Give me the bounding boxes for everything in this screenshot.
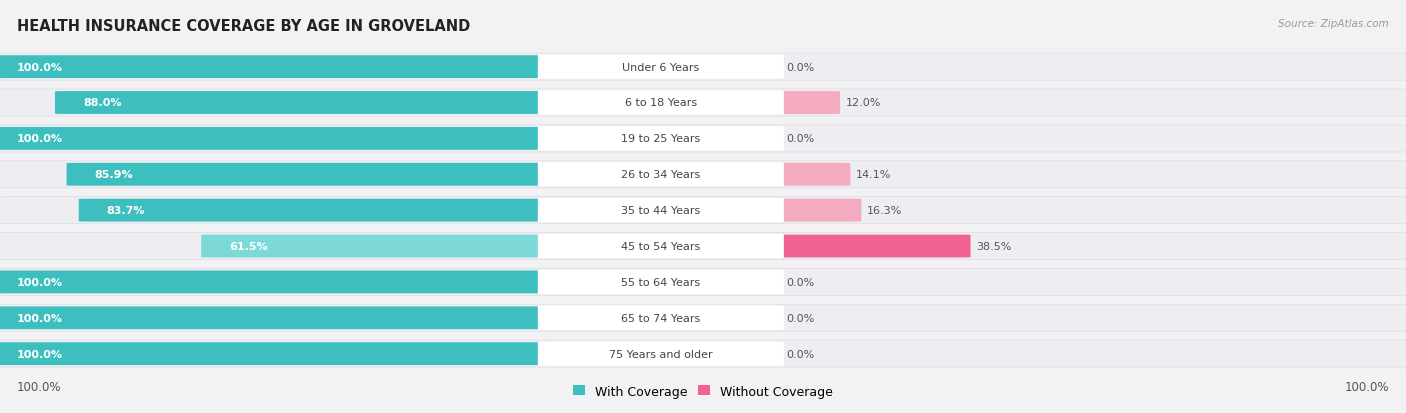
Text: 0.0%: 0.0% [787, 134, 815, 144]
FancyBboxPatch shape [537, 306, 783, 330]
Text: HEALTH INSURANCE COVERAGE BY AGE IN GROVELAND: HEALTH INSURANCE COVERAGE BY AGE IN GROV… [17, 19, 470, 33]
FancyBboxPatch shape [0, 54, 1406, 81]
FancyBboxPatch shape [0, 271, 562, 294]
Text: 45 to 54 Years: 45 to 54 Years [621, 242, 700, 252]
FancyBboxPatch shape [537, 270, 783, 294]
FancyBboxPatch shape [0, 125, 1406, 153]
FancyBboxPatch shape [0, 161, 1406, 189]
Text: 0.0%: 0.0% [787, 62, 815, 72]
Text: 65 to 74 Years: 65 to 74 Years [621, 313, 700, 323]
Text: 0.0%: 0.0% [787, 313, 815, 323]
Text: 19 to 25 Years: 19 to 25 Years [621, 134, 700, 144]
FancyBboxPatch shape [0, 162, 1406, 188]
FancyBboxPatch shape [0, 90, 1406, 116]
FancyBboxPatch shape [537, 342, 783, 366]
FancyBboxPatch shape [759, 235, 970, 258]
FancyBboxPatch shape [66, 164, 562, 186]
Text: 100.0%: 100.0% [17, 380, 62, 393]
FancyBboxPatch shape [0, 306, 562, 330]
FancyBboxPatch shape [0, 126, 1406, 152]
FancyBboxPatch shape [759, 199, 862, 222]
FancyBboxPatch shape [0, 197, 1406, 225]
Text: 55 to 64 Years: 55 to 64 Years [621, 277, 700, 287]
Text: 100.0%: 100.0% [17, 349, 63, 359]
Legend: With Coverage, Without Coverage: With Coverage, Without Coverage [568, 380, 838, 403]
FancyBboxPatch shape [0, 89, 1406, 117]
Text: 100.0%: 100.0% [17, 313, 63, 323]
Text: 0.0%: 0.0% [787, 277, 815, 287]
FancyBboxPatch shape [0, 341, 1406, 367]
Text: 100.0%: 100.0% [17, 62, 63, 72]
Text: 26 to 34 Years: 26 to 34 Years [621, 170, 700, 180]
FancyBboxPatch shape [759, 164, 851, 186]
Text: 75 Years and older: 75 Years and older [609, 349, 713, 359]
FancyBboxPatch shape [537, 234, 783, 259]
Text: 83.7%: 83.7% [107, 206, 145, 216]
FancyBboxPatch shape [537, 91, 783, 115]
FancyBboxPatch shape [0, 304, 1406, 332]
FancyBboxPatch shape [0, 305, 1406, 331]
FancyBboxPatch shape [0, 55, 1406, 81]
Text: 35 to 44 Years: 35 to 44 Years [621, 206, 700, 216]
FancyBboxPatch shape [0, 340, 1406, 368]
FancyBboxPatch shape [0, 233, 1406, 260]
Text: 100.0%: 100.0% [17, 134, 63, 144]
FancyBboxPatch shape [55, 92, 562, 115]
FancyBboxPatch shape [201, 235, 562, 258]
FancyBboxPatch shape [0, 128, 562, 150]
Text: 88.0%: 88.0% [83, 98, 121, 108]
FancyBboxPatch shape [0, 269, 1406, 295]
Text: 85.9%: 85.9% [94, 170, 134, 180]
FancyBboxPatch shape [537, 199, 783, 223]
FancyBboxPatch shape [79, 199, 562, 222]
Text: 61.5%: 61.5% [229, 242, 269, 252]
Text: Source: ZipAtlas.com: Source: ZipAtlas.com [1278, 19, 1389, 28]
FancyBboxPatch shape [759, 92, 839, 115]
FancyBboxPatch shape [0, 268, 1406, 296]
Text: 100.0%: 100.0% [17, 277, 63, 287]
FancyBboxPatch shape [537, 127, 783, 151]
Text: 38.5%: 38.5% [976, 242, 1011, 252]
Text: 14.1%: 14.1% [856, 170, 891, 180]
FancyBboxPatch shape [537, 55, 783, 80]
FancyBboxPatch shape [537, 163, 783, 187]
FancyBboxPatch shape [0, 233, 1406, 259]
Text: 6 to 18 Years: 6 to 18 Years [624, 98, 697, 108]
Text: 100.0%: 100.0% [1344, 380, 1389, 393]
FancyBboxPatch shape [0, 197, 1406, 224]
FancyBboxPatch shape [0, 56, 562, 79]
FancyBboxPatch shape [0, 342, 562, 365]
Text: 0.0%: 0.0% [787, 349, 815, 359]
Text: 12.0%: 12.0% [846, 98, 882, 108]
Text: Under 6 Years: Under 6 Years [623, 62, 699, 72]
Text: 16.3%: 16.3% [868, 206, 903, 216]
